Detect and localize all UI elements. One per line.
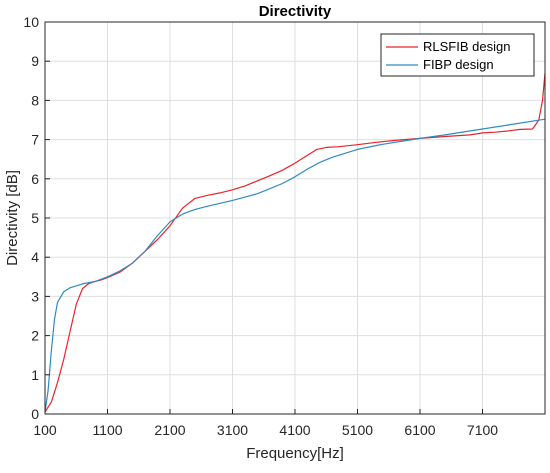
x-axis-label: Frequency[Hz]	[246, 445, 344, 462]
legend-label-rlsfib: RLSFIB design	[423, 39, 510, 54]
x-tick-label: 5100	[342, 422, 373, 438]
y-tick-label: 7	[31, 132, 39, 148]
y-tick-label: 5	[31, 210, 39, 226]
x-tick-label: 2100	[154, 422, 185, 438]
y-tick-label: 4	[31, 249, 39, 265]
y-tick-label: 3	[31, 288, 39, 304]
legend: RLSFIB design FIBP design	[380, 33, 535, 77]
x-tick-label: 1100	[92, 422, 122, 438]
y-axis-label: Directivity [dB]	[4, 170, 21, 266]
y-tick-label: 0	[31, 406, 39, 422]
y-tick-label: 2	[31, 328, 39, 344]
legend-label-fibp: FIBP design	[423, 57, 494, 72]
x-tick-label: 4100	[279, 422, 310, 438]
chart-title: Directivity	[259, 3, 332, 20]
y-tick-label: 8	[31, 92, 39, 108]
x-tick-label: 6100	[404, 422, 435, 438]
series-lines	[44, 72, 546, 413]
y-tick-label: 10	[23, 14, 39, 30]
x-tick-label: 7100	[467, 422, 498, 438]
y-tick-label: 6	[31, 171, 39, 187]
series-line-fibp-design	[44, 118, 546, 413]
x-tick-label: 100	[33, 422, 57, 438]
legend-box	[380, 33, 535, 77]
axis-ticks: 100 1100 2100 3100 4100 5100 6100 7100 0 1 2 3 4 5 6 7 8…	[23, 14, 498, 438]
y-tick-label: 9	[31, 53, 39, 69]
series-line-rlsfib-design	[44, 72, 546, 413]
x-tick-label: 3100	[217, 422, 248, 438]
y-tick-label: 1	[31, 367, 39, 383]
